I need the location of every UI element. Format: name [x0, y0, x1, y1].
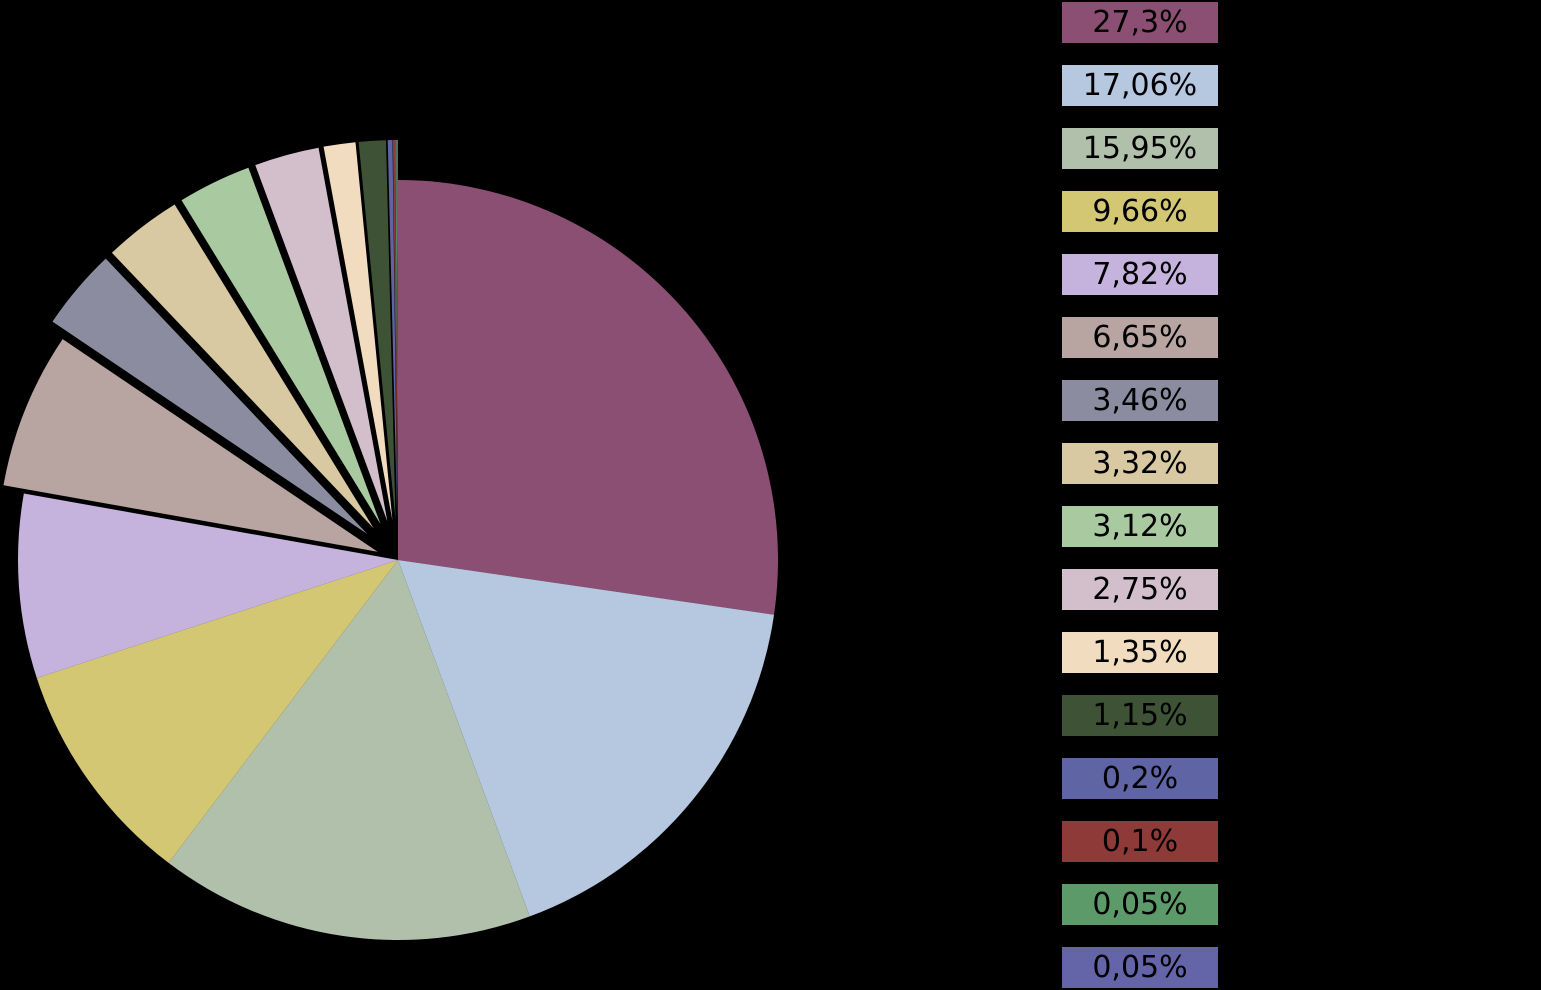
- legend-item-14: 0,1%: [1062, 821, 1218, 862]
- legend-item-6: 6,65%: [1062, 317, 1218, 358]
- legend-item-2: 17,06%: [1062, 65, 1218, 106]
- pie-slice-1: [398, 180, 779, 615]
- pie-slice-12: [358, 140, 396, 521]
- pie-slice-16: [396, 139, 398, 521]
- pie-slice-9: [181, 167, 381, 525]
- legend-item-15: 0,05%: [1062, 884, 1218, 925]
- legend-item-13: 0,2%: [1062, 758, 1218, 799]
- pie-slice-13: [387, 140, 398, 521]
- legend-item-16: 0,05%: [1062, 947, 1218, 988]
- pie-slice-7: [52, 258, 368, 535]
- pie-slice-3: [168, 560, 530, 941]
- legend-item-1: 27,3%: [1062, 2, 1218, 43]
- pie-slice-2: [398, 560, 775, 917]
- legend-item-9: 3,12%: [1062, 506, 1218, 547]
- pie-slice-14: [392, 140, 398, 520]
- pie-slice-6: [3, 339, 378, 552]
- pie-slice-8: [111, 204, 374, 529]
- pie-slice-11: [323, 142, 393, 521]
- legend-item-10: 2,75%: [1062, 569, 1218, 610]
- legend-item-11: 1,35%: [1062, 632, 1218, 673]
- legend-item-8: 3,32%: [1062, 443, 1218, 484]
- legend-item-5: 7,82%: [1062, 254, 1218, 295]
- legend-item-3: 15,95%: [1062, 128, 1218, 169]
- pie-slice-10: [255, 147, 388, 522]
- legend-item-12: 1,15%: [1062, 695, 1218, 736]
- pie-slice-4: [36, 560, 399, 863]
- legend-item-4: 9,66%: [1062, 191, 1218, 232]
- pie-slice-5: [18, 493, 398, 678]
- pie-slice-15: [395, 140, 398, 520]
- legend-item-7: 3,46%: [1062, 380, 1218, 421]
